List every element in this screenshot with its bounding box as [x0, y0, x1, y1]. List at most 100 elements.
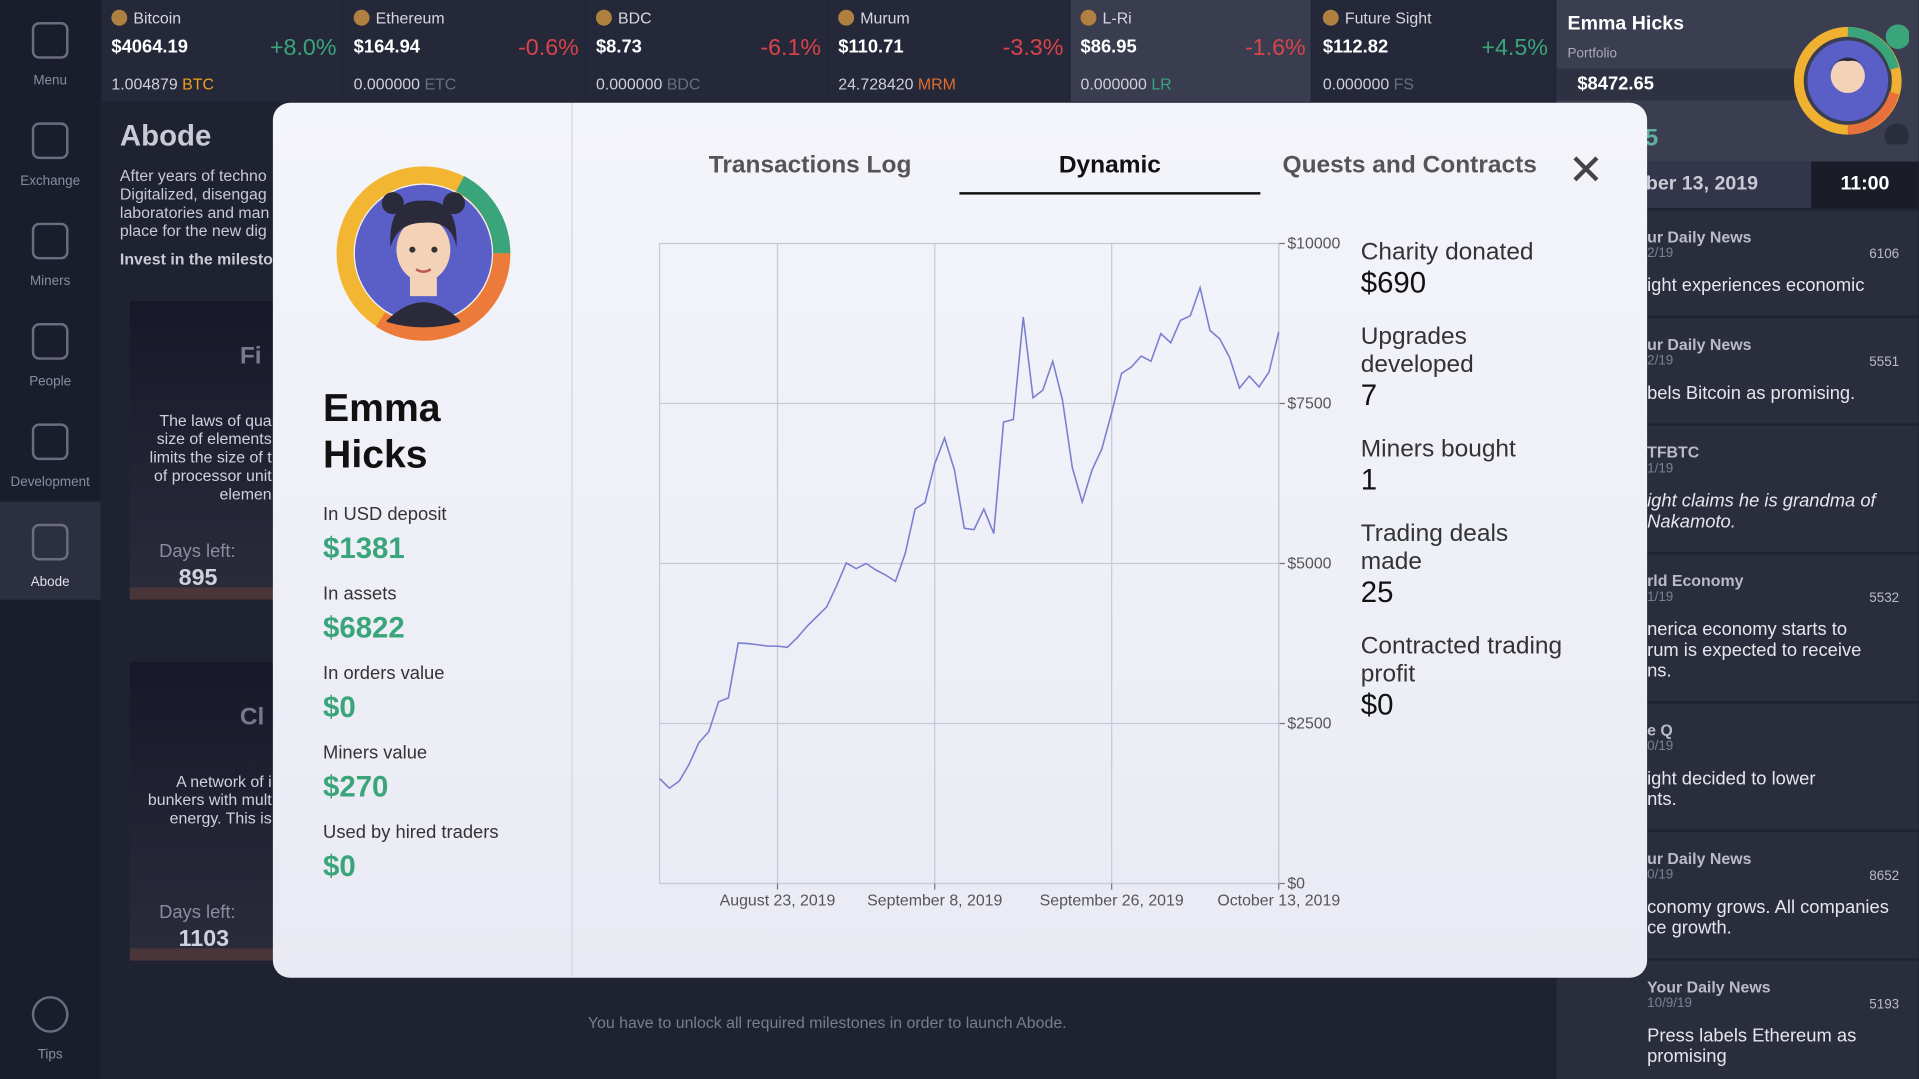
card-bar — [129, 587, 275, 600]
sidebar-item[interactable]: Exchange — [0, 100, 100, 198]
close-button[interactable] — [1571, 154, 1600, 183]
ticker-price: $8.73 — [595, 36, 642, 58]
news-text-line: rum is expected to receive — [1647, 639, 1862, 661]
ticker[interactable]: Murum $110.71 -3.3% 24.728420 MRM — [828, 0, 1069, 102]
stat-label: In assets — [323, 583, 397, 605]
y-tick-label: $10000 — [1287, 235, 1340, 252]
news-text-line: nts. — [1647, 789, 1677, 811]
card-text-line: elemen — [219, 484, 272, 503]
news-source: rld Economy — [1647, 571, 1744, 590]
description-line: place for the new dig — [119, 221, 267, 240]
news-date: 0/19 — [1647, 867, 1674, 883]
summary-label-line: Miners bought — [1360, 435, 1516, 463]
ticker-icon — [1080, 9, 1097, 26]
ticker-price: $110.71 — [838, 36, 904, 58]
milestone-card[interactable]: Fi The laws of qua size of elements limits … — [129, 301, 275, 600]
ticker-change: -3.3% — [1002, 35, 1064, 62]
news-date: 1/19 — [1647, 461, 1674, 477]
sidebar-icon — [31, 523, 69, 561]
ticker-change: +8.0% — [269, 35, 337, 62]
ticker-icon — [595, 9, 612, 26]
news-text-line: bels Bitcoin as promising. — [1647, 383, 1856, 404]
news-text: ight experiences economic — [1647, 275, 1897, 296]
stat-label: Used by hired traders — [323, 822, 499, 844]
ticker-price: $86.95 — [1080, 36, 1137, 58]
news-text-line: Nakamoto. — [1647, 511, 1736, 533]
summary-label-line: Charity donated — [1360, 238, 1534, 266]
sidebar-item[interactable]: Menu — [0, 0, 100, 98]
ticker-holding: 0.000000 FS — [1323, 75, 1414, 93]
news-text-line: Press labels Ethereum as promising — [1647, 1025, 1857, 1068]
holding-unit: ETC — [424, 74, 457, 94]
abode-footer: You have to unlock all required mileston… — [587, 1013, 1067, 1032]
ticker[interactable]: Ethereum $164.94 -0.6% 0.000000 ETC — [343, 0, 584, 102]
news-text: ight claims he is grandma of Nakamoto. — [1647, 491, 1897, 533]
sidebar-label: Menu — [33, 73, 68, 89]
ticker[interactable]: L-Ri $86.95 -1.6% 0.000000 LR — [1070, 0, 1311, 102]
holding-unit: BDC — [666, 74, 701, 94]
sidebar-item[interactable]: Tips — [0, 974, 100, 1072]
ticker-holding: 1.004879 BTC — [111, 75, 214, 93]
news-source: ur Daily News — [1647, 849, 1752, 868]
news-text: ight decided to lower nts. — [1647, 768, 1897, 810]
ticker-bar: Bitcoin $4064.19 +8.0% 1.004879 BTC Ethereum… — [101, 0, 1557, 102]
sidebar-item[interactable]: Miners — [0, 201, 100, 299]
news-source: Your Daily News — [1647, 977, 1771, 997]
x-tick-label: September 26, 2019 — [1040, 893, 1184, 910]
ticker-name: L-Ri — [1102, 8, 1132, 27]
summary-value: 1 — [1360, 463, 1378, 497]
card-text-line: of processor unit — [154, 466, 272, 485]
card-days-label: Days left: — [159, 540, 236, 562]
milestone-card[interactable]: Cl A network of i bunkers with mult energy.… — [129, 662, 275, 961]
stat-value: $1381 — [323, 532, 405, 566]
holding-unit: BTC — [182, 74, 214, 94]
ticker-change: -6.1% — [760, 35, 822, 62]
summary-label: Trading deals made — [1361, 520, 1630, 576]
summary-label: Upgrades developed — [1361, 323, 1630, 379]
sidebar-item[interactable]: People — [0, 301, 100, 399]
portfolio-partial: 5 — [1644, 124, 1659, 152]
news-text: conomy grows. All companies ce growth. — [1647, 897, 1897, 939]
holding-amount: 1.004879 — [111, 74, 178, 94]
holding-unit: FS — [1393, 74, 1414, 94]
sidebar-label: Miners — [29, 274, 71, 289]
summary-value: $0 — [1360, 688, 1394, 722]
ticker[interactable]: BDC $8.73 -6.1% 0.000000 BDC — [586, 0, 826, 102]
ticker-change: -0.6% — [518, 35, 579, 62]
news-source: ur Daily News — [1647, 335, 1752, 354]
summary-label: Charity donated — [1361, 239, 1630, 267]
holding-amount: 0.000000 — [595, 74, 663, 94]
card-title: Fi — [239, 342, 262, 370]
holding-amount: 0.000000 — [353, 74, 421, 94]
tab[interactable]: Dynamic — [959, 152, 1261, 195]
ticker[interactable]: Future Sight $112.82 +4.5% 0.000000 FS — [1313, 0, 1553, 102]
news-text-line: ns. — [1647, 660, 1672, 682]
news-item[interactable]: Your Daily News 10/9/19 5193 Press labels E… — [1556, 960, 1919, 1079]
ticker[interactable]: Bitcoin $4064.19 +8.0% 1.004879 BTC — [101, 0, 342, 102]
sidebar-item[interactable]: Development — [0, 401, 100, 499]
date: ber 13, 2019 — [1645, 173, 1758, 195]
tab[interactable]: Quests and Contracts — [1282, 151, 1537, 179]
sidebar-label: Tips — [37, 1047, 63, 1063]
chart: $0 $2500 $5000 $7500 $10000 August 23, 2019 Se… — [658, 235, 1341, 910]
summary-label-line: developed — [1360, 351, 1474, 379]
stat-label: In orders value — [323, 663, 445, 685]
sidebar-item[interactable]: Abode — [0, 501, 101, 600]
card-text-line: The laws of qua — [159, 411, 272, 430]
abode-title: Abode — [119, 119, 212, 153]
abode-description: After years of techno Digitalized, diseng… — [120, 166, 487, 239]
news-item[interactable]: ur Daily News 0/19 8652 conomy grows. All c… — [1556, 832, 1919, 959]
ticker-holding: 0.000000 BDC — [596, 75, 700, 93]
summary-label: Contracted trading profit — [1361, 633, 1630, 689]
y-tick-label: $0 — [1287, 875, 1305, 892]
sidebar-label: Exchange — [20, 173, 81, 189]
ticker-name: BDC — [617, 8, 652, 27]
news-text: bels Bitcoin as promising. — [1647, 383, 1897, 404]
tab[interactable]: Transactions Log — [708, 151, 912, 179]
stat-label: Miners value — [323, 742, 428, 764]
card-text-line: A network of i — [176, 772, 272, 791]
profile-modal: Emma Hicks In USD deposit $1381 In assets $… — [272, 102, 1648, 978]
sidebar-icon — [31, 423, 69, 461]
